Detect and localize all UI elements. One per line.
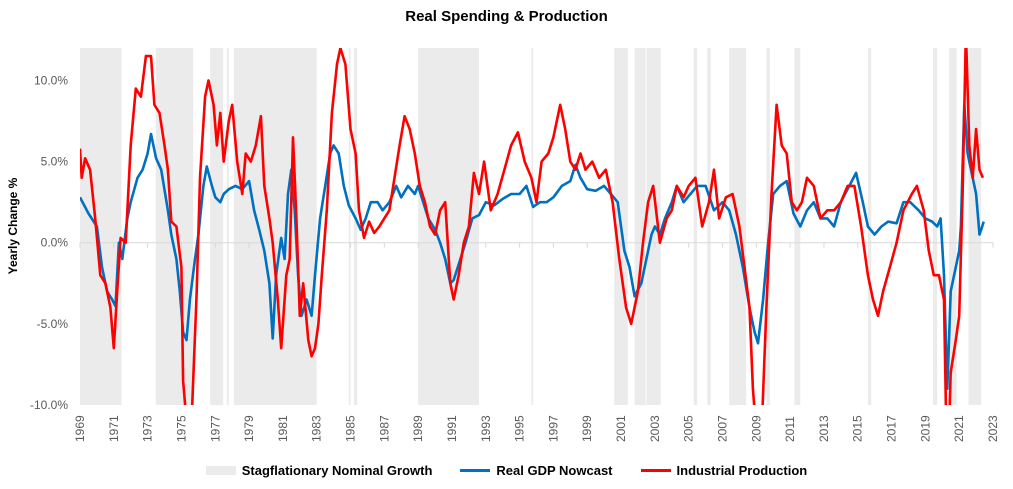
legend-label-ip: Industrial Production (676, 463, 808, 478)
x-tick-label: 2005 (682, 415, 696, 442)
legend-item-ip: Industrial Production (640, 463, 808, 478)
x-tick-label: 2007 (715, 415, 729, 442)
legend-swatch-shade (205, 466, 236, 475)
x-tick-label: 1981 (276, 415, 290, 442)
shaded-period (353, 48, 358, 405)
x-tick-label: 2009 (749, 415, 763, 442)
x-tick-label: 1979 (242, 415, 256, 442)
x-tick-label: 1985 (344, 415, 358, 442)
shaded-period (155, 48, 194, 405)
shaded-period (233, 48, 317, 405)
shaded-period (348, 48, 351, 405)
axes: 10.0% 5.0% 0.0% -5.0% -10.0% 1969 1971 1973 1975… (30, 73, 1000, 442)
shaded-period (707, 48, 711, 405)
x-tick-label: 1997 (546, 415, 560, 442)
legend-swatch-gdp (460, 469, 491, 472)
x-tick-label: 2011 (783, 416, 797, 442)
shaded-period (932, 48, 938, 405)
series-lines (80, 48, 985, 405)
x-tick-label: 2017 (885, 415, 899, 442)
x-tick-label: 1993 (479, 415, 493, 442)
x-tick-label: 2019 (918, 415, 932, 442)
shaded-period (693, 48, 698, 405)
x-tick-label: 2015 (851, 415, 865, 442)
chart-title: Real Spending & Production (405, 8, 608, 25)
x-tick-label: 2013 (817, 415, 831, 442)
y-tick-label: 0.0% (41, 236, 69, 250)
x-tick-label: 1971 (107, 415, 121, 442)
legend-item-gdp: Real GDP Nowcast (460, 463, 613, 478)
y-tick-label: 5.0% (41, 155, 69, 169)
x-tick-label: 1983 (310, 415, 324, 442)
shaded-period (766, 48, 770, 405)
x-tick-label: 1973 (141, 415, 155, 442)
legend-label-shade: Stagflationary Nominal Growth (241, 463, 433, 478)
shaded-period (226, 48, 229, 405)
shaded-period (794, 48, 801, 405)
x-tick-label: 1989 (411, 415, 425, 442)
y-tick-label: -10.0% (30, 398, 68, 412)
x-tick-label: 1991 (445, 415, 459, 442)
x-tick-label: 1975 (174, 415, 188, 442)
legend: Stagflationary Nominal Growth Real GDP N… (0, 463, 1013, 478)
legend-label-gdp: Real GDP Nowcast (496, 463, 613, 478)
industrial-production-line (80, 48, 985, 405)
y-axis-label: Yearly Change % (6, 177, 20, 274)
shaded-periods (80, 48, 982, 405)
legend-item-shade: Stagflationary Nominal Growth (205, 463, 433, 478)
x-tick-label: 1999 (580, 415, 594, 442)
x-tick-label: 2001 (614, 415, 628, 442)
shaded-period (531, 48, 534, 405)
y-tick-label: -5.0% (37, 317, 69, 331)
shaded-period (729, 48, 747, 405)
x-tick-label: 1995 (513, 415, 527, 442)
x-tick-label: 1977 (208, 415, 222, 442)
x-tick-label: 2021 (952, 415, 966, 442)
shaded-period (949, 48, 957, 405)
x-tick-label: 2023 (986, 415, 1000, 442)
shaded-period (80, 48, 122, 405)
x-tick-label: 1987 (377, 415, 391, 442)
shaded-period (634, 48, 646, 405)
x-tick-label: 1969 (73, 415, 87, 442)
legend-swatch-ip (640, 469, 671, 472)
shaded-period (210, 48, 224, 405)
x-tick-label: 2003 (648, 415, 662, 442)
y-tick-label: 10.0% (34, 73, 68, 87)
